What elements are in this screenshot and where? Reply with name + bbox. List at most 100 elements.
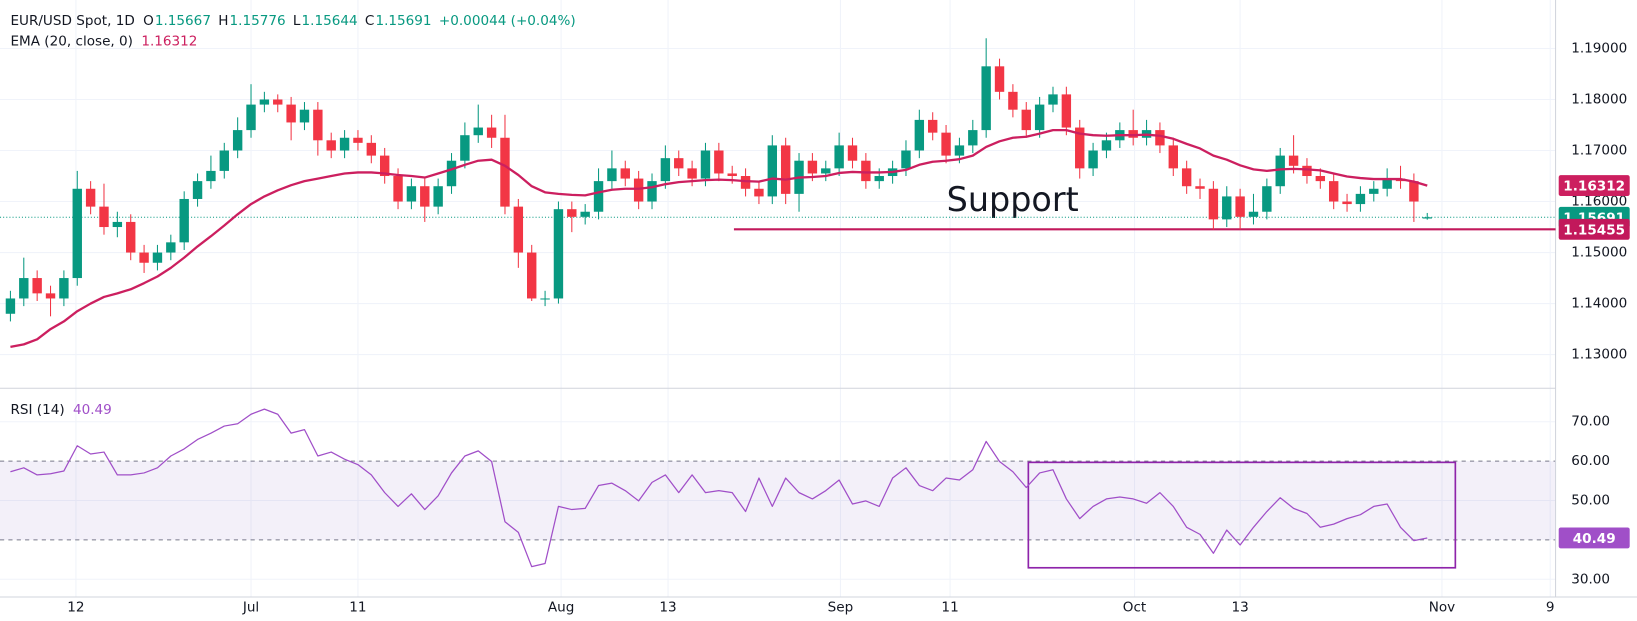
candle-body bbox=[1155, 130, 1165, 146]
candle-body bbox=[807, 160, 818, 174]
y-tick-label: 1.17000 bbox=[1571, 143, 1627, 159]
candle-body bbox=[500, 137, 510, 207]
rsi-legend-name: RSI (14) bbox=[10, 402, 64, 418]
candle-body bbox=[1288, 155, 1299, 166]
candle-body bbox=[861, 160, 871, 182]
rsi-line bbox=[10, 408, 1428, 568]
candle-body bbox=[460, 135, 470, 161]
candle-body bbox=[1075, 127, 1085, 169]
candle-body bbox=[821, 168, 831, 174]
candle-body bbox=[1021, 109, 1031, 131]
candle-body bbox=[1061, 94, 1072, 128]
candle-body bbox=[1034, 104, 1045, 131]
x-tick-label: 9 bbox=[1546, 599, 1555, 615]
candle-body bbox=[1342, 201, 1352, 205]
y-tick-label: 1.13000 bbox=[1571, 347, 1627, 363]
y-tick-label: 1.19000 bbox=[1571, 40, 1627, 56]
candle-body bbox=[366, 142, 377, 156]
candle-body bbox=[379, 155, 390, 177]
candle-body bbox=[286, 104, 296, 123]
rsi-tick-label: 30.00 bbox=[1571, 571, 1610, 587]
candle-body bbox=[593, 181, 604, 212]
x-tick-label: Aug bbox=[548, 599, 574, 615]
change-value: +0.00044 (+0.04%) bbox=[439, 13, 576, 29]
ohlc-value: 1.15691 bbox=[375, 13, 431, 29]
candle-body bbox=[874, 176, 884, 182]
candle-body bbox=[152, 252, 163, 263]
y-tick-label: 1.15000 bbox=[1571, 245, 1627, 261]
x-tick-label: Sep bbox=[828, 599, 854, 615]
candle-body bbox=[473, 127, 483, 136]
ohlc-value: 1.15667 bbox=[155, 13, 211, 29]
plot-marks bbox=[0, 38, 1556, 568]
candle-body bbox=[754, 188, 764, 197]
candle-body bbox=[1275, 155, 1285, 187]
candle-body bbox=[406, 186, 417, 202]
candle-body bbox=[834, 145, 844, 169]
candle-body bbox=[1048, 94, 1058, 105]
candle-body bbox=[126, 221, 136, 253]
candle-body bbox=[1302, 165, 1312, 177]
candle-body bbox=[994, 66, 1005, 92]
rsi-legend-value: 40.49 bbox=[73, 402, 112, 418]
candle-body bbox=[620, 168, 630, 179]
candle-body bbox=[1222, 196, 1232, 220]
candle-body bbox=[727, 173, 737, 177]
ema-line bbox=[10, 128, 1428, 349]
x-tick-label: 13 bbox=[1231, 599, 1248, 615]
ema-price-tag: 1.16312 bbox=[1563, 179, 1625, 195]
candle-body bbox=[339, 137, 350, 151]
candle-body bbox=[1315, 176, 1326, 182]
x-tick-label: Jul bbox=[242, 599, 259, 615]
y-tick-label: 1.18000 bbox=[1571, 91, 1627, 107]
candle-body bbox=[192, 181, 203, 199]
candle-body bbox=[740, 176, 751, 189]
ohlc-label: C bbox=[365, 13, 374, 29]
candle-body bbox=[954, 145, 965, 156]
candle-body bbox=[633, 178, 644, 202]
candle-body bbox=[553, 209, 564, 299]
candle-body bbox=[540, 298, 550, 300]
candle-body bbox=[19, 278, 29, 299]
rsi-value-tag: 40.49 bbox=[1573, 531, 1616, 547]
candle-body bbox=[99, 206, 109, 228]
support-price-tag-bg bbox=[1558, 218, 1630, 240]
candle-body bbox=[299, 109, 310, 123]
candle-body bbox=[780, 145, 791, 194]
x-tick-label: 12 bbox=[67, 599, 84, 615]
candle-body bbox=[246, 104, 256, 131]
candle-body bbox=[313, 109, 323, 141]
candle-body bbox=[968, 130, 978, 146]
candle-body bbox=[1088, 150, 1098, 169]
candle-body bbox=[928, 119, 938, 133]
ohlc-value: 1.15644 bbox=[302, 13, 358, 29]
candle-body bbox=[1262, 186, 1272, 212]
ema-legend-name: EMA (20, close, 0) bbox=[10, 34, 133, 50]
candle-body bbox=[1181, 168, 1192, 187]
y-tick-label: 1.16000 bbox=[1571, 194, 1627, 210]
legend-title: EUR/USD Spot, 1D bbox=[10, 13, 134, 29]
rsi-highlight-box bbox=[1027, 461, 1457, 569]
candle-body bbox=[767, 145, 778, 197]
candle-body bbox=[941, 132, 951, 156]
candle-body bbox=[72, 188, 82, 279]
candle-body bbox=[326, 140, 336, 151]
ohlc-value: 1.15776 bbox=[230, 13, 286, 29]
candle-body bbox=[527, 252, 537, 299]
support-annotation: Support bbox=[947, 180, 1079, 219]
candle-body bbox=[1128, 130, 1138, 138]
candle-body bbox=[259, 99, 270, 105]
candle-body bbox=[393, 176, 403, 202]
candle-body bbox=[5, 298, 16, 314]
candle-body bbox=[1101, 140, 1112, 151]
candle-body bbox=[1369, 188, 1379, 194]
candle-body bbox=[660, 158, 671, 182]
candle-body bbox=[1248, 211, 1259, 217]
rsi-tick-label: 70.00 bbox=[1571, 414, 1610, 430]
candle-body bbox=[420, 186, 430, 207]
candle-body bbox=[1355, 193, 1366, 205]
candle-body bbox=[687, 168, 697, 179]
candle-body bbox=[1382, 178, 1392, 189]
